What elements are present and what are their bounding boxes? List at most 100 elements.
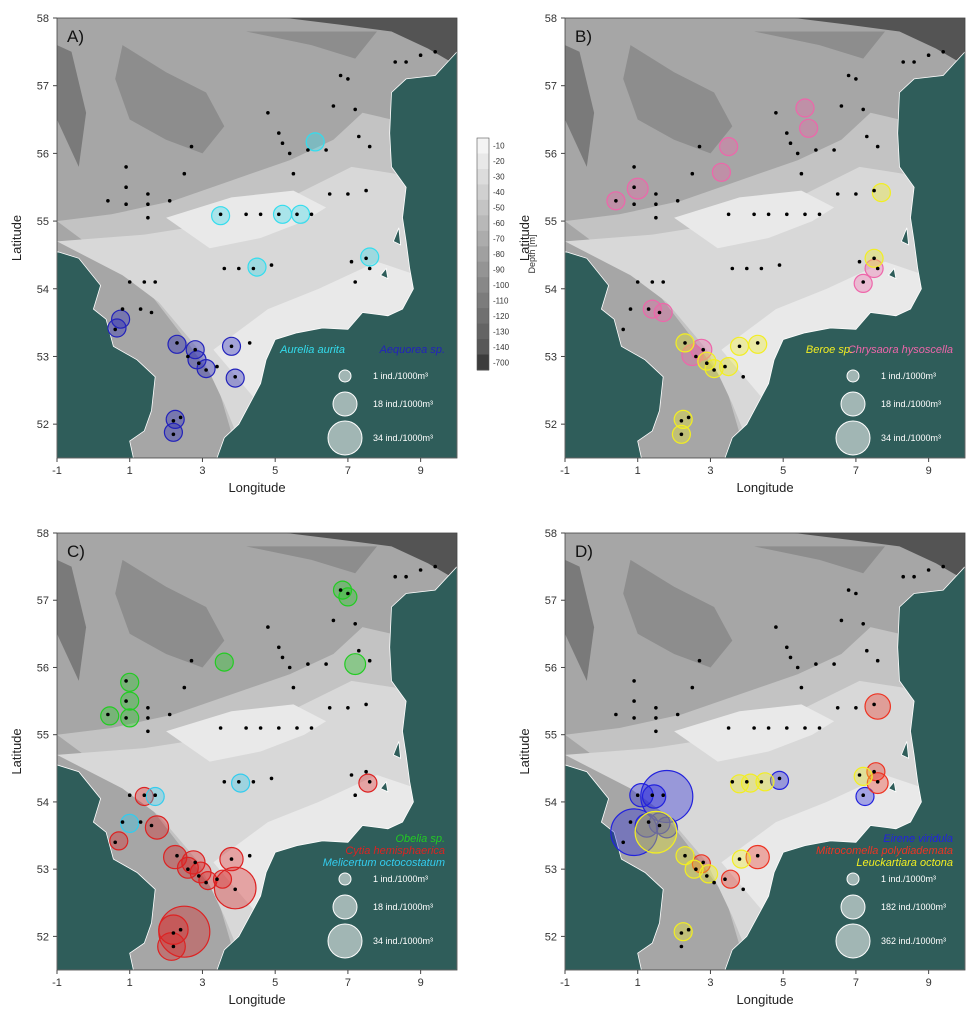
legend-size-label: 1 ind./1000m³ [373, 371, 428, 381]
colorbar-label: -120 [493, 312, 510, 321]
legend-size-marker [338, 872, 352, 886]
sampling-station [875, 144, 880, 149]
land-mass [724, 566, 965, 970]
bathymetry-contour [166, 704, 327, 762]
sampling-station [730, 780, 735, 784]
sampling-station [306, 148, 310, 152]
y-tick-label: 54 [545, 797, 557, 809]
legend-size-label: 182 ind./1000m³ [881, 902, 946, 912]
colorbar-title: Depth [m] [527, 234, 537, 273]
sampling-station [393, 60, 398, 64]
sampling-station [124, 699, 128, 703]
sampling-station [803, 726, 807, 730]
colorbar-label: -60 [493, 219, 505, 228]
sampling-station [367, 658, 372, 663]
sampling-station [646, 307, 651, 311]
land-mass [216, 566, 457, 970]
sampling-station [814, 662, 818, 666]
sampling-station [654, 215, 658, 220]
sampling-station [364, 188, 368, 193]
sampling-station [247, 341, 252, 345]
x-tick-label: 1 [127, 465, 133, 477]
sampling-station [146, 729, 150, 734]
abundance-marker [653, 302, 673, 323]
legend-size-marker [840, 391, 866, 417]
legend-species-name: Leuckartiara octona [856, 857, 953, 869]
sampling-station [266, 625, 270, 629]
land-mass [379, 780, 389, 793]
y-tick-label: 55 [545, 216, 557, 228]
sampling-station [269, 776, 274, 781]
abundance-marker [769, 770, 790, 791]
sampling-station [364, 256, 368, 261]
sampling-station [113, 327, 117, 332]
sampling-station [872, 256, 876, 261]
sampling-station [244, 726, 248, 730]
land-mass [887, 780, 897, 793]
land-mass [379, 267, 389, 280]
sampling-station [697, 144, 702, 149]
y-tick-label: 54 [37, 284, 49, 296]
colorbar-label: -20 [493, 157, 505, 166]
abundance-marker [698, 864, 719, 884]
y-tick-label: 55 [37, 216, 49, 228]
abundance-marker [109, 831, 129, 851]
sampling-station [291, 685, 296, 690]
sampling-station [120, 307, 125, 311]
y-tick-label: 58 [37, 13, 49, 25]
colorbar-swatch [477, 230, 489, 247]
map-panel-d: -1 1 3 5 7 952535455565758LongitudeLatitudeD)… [517, 528, 966, 1007]
colorbar-label: -30 [493, 173, 505, 182]
land-mass [900, 227, 910, 246]
sampling-station [215, 877, 219, 881]
sampling-station [705, 874, 709, 878]
colorbar-label: -40 [493, 188, 505, 197]
abundance-marker [673, 409, 693, 429]
sampling-station [331, 618, 336, 623]
colorbar-label: -10 [493, 142, 505, 151]
x-tick-label: 5 [272, 465, 278, 477]
sampling-station [759, 780, 764, 784]
map-panel-a: -1 1 3 5 7 952535455565758LongitudeLatitudeA)… [9, 13, 458, 495]
y-tick-label: 52 [545, 931, 557, 943]
panel-label: D) [575, 542, 593, 561]
sampling-station [654, 729, 658, 734]
sampling-station [901, 574, 905, 579]
sampling-station [237, 266, 241, 271]
sampling-station [941, 564, 945, 569]
sampling-station [146, 215, 150, 220]
sampling-station [875, 266, 880, 271]
sampling-station [683, 341, 687, 345]
sampling-station [106, 199, 110, 203]
abundance-marker [358, 773, 378, 793]
y-tick-label: 57 [545, 595, 557, 607]
sampling-station [331, 104, 336, 108]
bathymetry-contour [57, 45, 87, 167]
sampling-station [295, 212, 299, 217]
y-tick-label: 56 [37, 662, 49, 674]
sampling-station [367, 266, 372, 271]
x-tick-label: 5 [272, 977, 278, 989]
sampling-station [171, 432, 176, 437]
sampling-station [127, 280, 132, 284]
abundance-marker [120, 691, 140, 711]
abundance-marker [740, 773, 761, 793]
legend-size-label: 18 ind./1000m³ [373, 902, 433, 912]
legend-size-marker [840, 894, 866, 920]
legend-size-label: 1 ind./1000m³ [373, 874, 428, 884]
sampling-station [865, 134, 869, 139]
sampling-station [258, 726, 263, 730]
sampling-station [854, 706, 858, 710]
sampling-station [799, 685, 804, 690]
sampling-station [175, 341, 179, 345]
sampling-station [697, 658, 702, 663]
sampling-station [218, 726, 223, 730]
sampling-station [258, 212, 263, 217]
abundance-marker [642, 299, 662, 319]
bathymetry-contour [674, 704, 835, 762]
abundance-marker [626, 177, 649, 200]
bathymetry-contour [754, 31, 885, 59]
sampling-station [679, 419, 684, 423]
sampling-station [846, 588, 851, 592]
